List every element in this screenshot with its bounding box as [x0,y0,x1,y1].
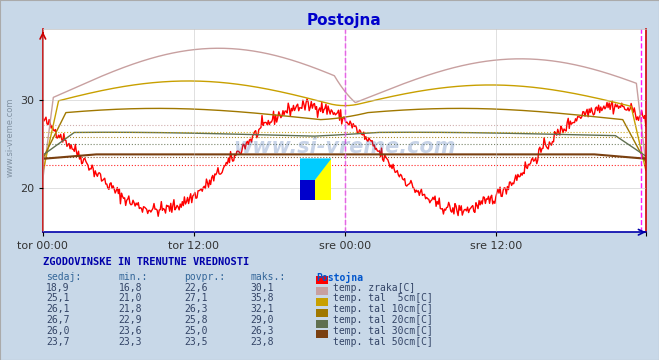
Text: temp. tal 50cm[C]: temp. tal 50cm[C] [333,337,433,347]
Text: 22,9: 22,9 [119,315,142,325]
Text: 16,8: 16,8 [119,283,142,293]
Text: 25,1: 25,1 [46,293,70,303]
Text: ZGODOVINSKE IN TRENUTNE VREDNOSTI: ZGODOVINSKE IN TRENUTNE VREDNOSTI [43,257,249,267]
Text: sedaj:: sedaj: [46,272,81,282]
Polygon shape [300,180,315,200]
Text: min.:: min.: [119,272,148,282]
Text: www.si-vreme.com: www.si-vreme.com [5,97,14,176]
Polygon shape [300,158,331,200]
Text: maks.:: maks.: [250,272,285,282]
Text: temp. tal 10cm[C]: temp. tal 10cm[C] [333,304,433,314]
Text: 29,0: 29,0 [250,315,274,325]
Text: 26,3: 26,3 [185,304,208,314]
Text: 25,8: 25,8 [185,315,208,325]
Text: 26,7: 26,7 [46,315,70,325]
Text: 30,1: 30,1 [250,283,274,293]
Text: www.si-vreme.com: www.si-vreme.com [233,137,455,157]
Text: 23,3: 23,3 [119,337,142,347]
Text: temp. tal  5cm[C]: temp. tal 5cm[C] [333,293,433,303]
Text: 26,1: 26,1 [46,304,70,314]
Title: Postojna: Postojna [307,13,382,28]
Text: 25,0: 25,0 [185,326,208,336]
Text: 32,1: 32,1 [250,304,274,314]
Text: povpr.:: povpr.: [185,272,225,282]
Text: 18,9: 18,9 [46,283,70,293]
Text: 26,3: 26,3 [250,326,274,336]
Text: temp. tal 30cm[C]: temp. tal 30cm[C] [333,326,433,336]
Text: 27,1: 27,1 [185,293,208,303]
Text: 21,0: 21,0 [119,293,142,303]
Text: 23,6: 23,6 [119,326,142,336]
Text: 23,5: 23,5 [185,337,208,347]
Text: temp. zraka[C]: temp. zraka[C] [333,283,415,293]
Text: 26,0: 26,0 [46,326,70,336]
Text: temp. tal 20cm[C]: temp. tal 20cm[C] [333,315,433,325]
Text: 35,8: 35,8 [250,293,274,303]
Text: Postojna: Postojna [316,272,363,283]
Text: 21,8: 21,8 [119,304,142,314]
Polygon shape [300,158,331,200]
Text: 23,8: 23,8 [250,337,274,347]
Text: 22,6: 22,6 [185,283,208,293]
Text: 23,7: 23,7 [46,337,70,347]
